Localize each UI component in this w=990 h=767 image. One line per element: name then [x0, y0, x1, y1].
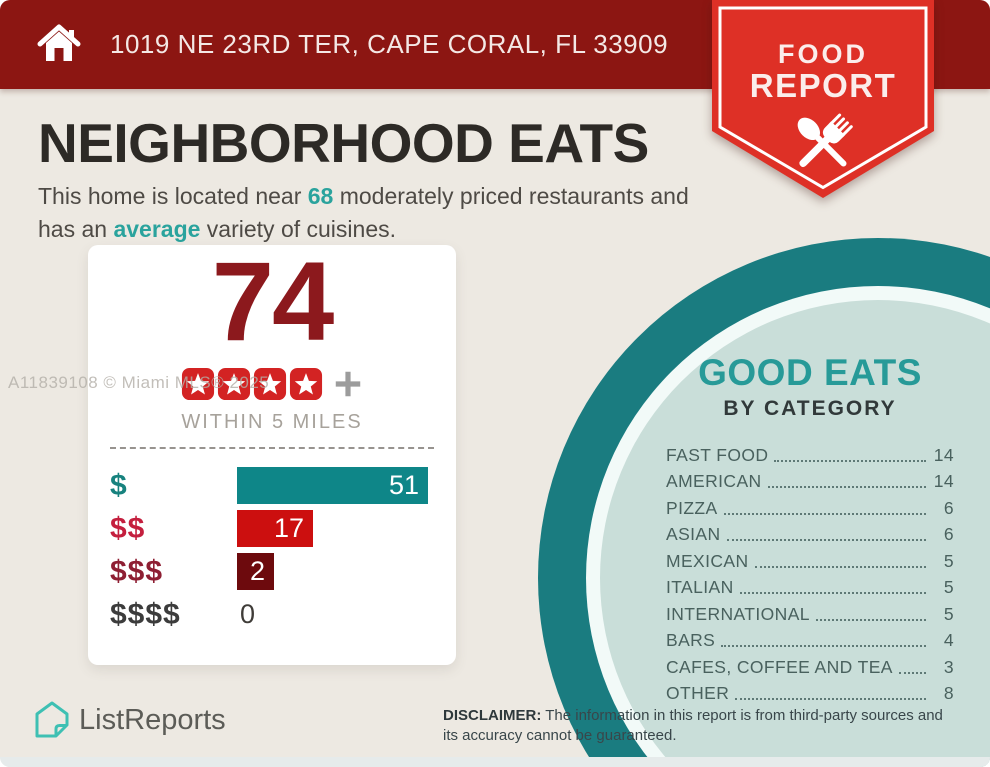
category-value: 5 [943, 550, 954, 571]
dotted-leader [767, 486, 926, 488]
category-row: FAST FOOD 14 [666, 441, 954, 468]
dotted-leader [726, 539, 926, 541]
disclaimer-text: The information in this report is from t… [443, 707, 943, 744]
subtitle-highlight: average [113, 215, 201, 242]
category-row: PIZZA 6 [666, 494, 954, 521]
category-label: MEXICAN [666, 550, 749, 571]
subtitle-text: moderately priced restaurants and [333, 183, 689, 209]
dotted-leader [739, 592, 926, 594]
subtitle: This home is located near 68 moderately … [38, 180, 718, 245]
star-badge-icon [253, 368, 286, 401]
price-tier-label: $$$$ [110, 597, 181, 631]
category-row: ITALIAN 5 [666, 574, 954, 601]
category-value: 4 [943, 630, 954, 650]
star-rating [181, 367, 323, 401]
dashed-divider [110, 447, 434, 450]
price-bar: 51 [237, 467, 428, 505]
price-bar: 17 [237, 510, 313, 548]
home-icon [37, 24, 81, 61]
restaurant-score: 74 [211, 239, 335, 364]
dotted-leader [723, 512, 926, 515]
bottom-edge-strip [0, 757, 990, 767]
star-badge-icon [217, 368, 250, 401]
category-value: 3 [943, 656, 954, 677]
price-row: $$ 17 [110, 507, 432, 550]
category-value: 5 [943, 577, 954, 597]
price-row: $51 [110, 464, 432, 507]
category-label: ITALIAN [666, 577, 734, 597]
dotted-leader [721, 645, 926, 647]
property-address: 1019 NE 23RD TER, CAPE CORAL, FL 33909 [110, 29, 669, 59]
good-eats-panel: GOOD EATS BY CATEGORY FAST FOOD 14 AMERICA… [666, 352, 954, 706]
category-label: FAST FOOD [666, 444, 769, 465]
price-bar-value: 0 [240, 599, 256, 630]
subtitle-text: This home is located near [38, 183, 308, 209]
category-label: OTHER [666, 683, 730, 703]
star-badge-icon [181, 368, 214, 401]
price-tier-label: $$ [110, 511, 146, 545]
dotted-leader [754, 565, 926, 568]
category-label: INTERNATIONAL [666, 603, 810, 624]
listreports-brand: ListReports [34, 700, 226, 740]
category-row: BARS 4 [666, 627, 954, 654]
category-value: 6 [943, 497, 954, 518]
subtitle-text: variety of cuisines. [200, 215, 397, 242]
food-report-badge: FOOD REPORT [712, 0, 934, 198]
category-label: PIZZA [666, 497, 718, 518]
dotted-leader [774, 459, 926, 462]
good-eats-subtitle: BY CATEGORY [723, 397, 897, 420]
good-eats-title: GOOD EATS [698, 352, 922, 393]
price-tier-label: $$$ [110, 554, 164, 588]
category-row: INTERNATIONAL 5 [666, 600, 954, 627]
price-tier-bar-chart: $51 $$ 17 $$$ 2 $$$$ 0 [88, 449, 456, 636]
subtitle-text: has an [38, 215, 114, 242]
dotted-leader [815, 618, 926, 621]
category-value: 8 [943, 683, 954, 703]
restaurant-score-card: 74 WITHIN 5 MILES $51 $$ 17 $$$ 2 $$$$ 0 [88, 239, 456, 665]
price-row: $$$ 2 [110, 550, 432, 593]
category-row: MEXICAN 5 [666, 547, 954, 574]
price-row: $$$$ 0 [110, 593, 432, 636]
disclaimer-label: DISCLAIMER: [443, 707, 542, 724]
crossed-spoon-and-fork-icon [797, 113, 853, 168]
price-bar-value: 2 [249, 556, 265, 587]
category-row: ASIAN 6 [666, 521, 954, 548]
brand-name: ListReports [79, 703, 226, 736]
disclaimer: DISCLAIMER: The information in this repo… [443, 706, 958, 745]
plus-icon [335, 371, 360, 397]
category-row: CAFES, COFFEE AND TEA 3 [666, 653, 954, 680]
mls-watermark: A11839108 © Miami MLS® 2025 [8, 373, 270, 392]
category-label: ASIAN [666, 524, 721, 544]
dotted-leader [898, 671, 926, 674]
radius-label: WITHIN 5 MILES [181, 411, 363, 434]
category-row: OTHER 8 [666, 680, 954, 707]
category-label: CAFES, COFFEE AND TEA [666, 656, 893, 677]
price-bar: 2 [237, 553, 274, 591]
category-value: 6 [943, 524, 954, 544]
category-value: 14 [933, 444, 954, 465]
star-badge-icon [289, 368, 322, 401]
category-value: 14 [933, 471, 954, 491]
dotted-leader [735, 698, 926, 700]
category-row: AMERICAN 14 [666, 468, 954, 495]
price-tier-label: $ [110, 468, 128, 502]
category-value: 5 [943, 603, 954, 624]
ribbon-shape [712, 0, 934, 198]
category-label: BARS [666, 630, 716, 650]
price-bar-value: 51 [388, 470, 419, 501]
price-bar-value: 17 [273, 513, 304, 544]
badge-line1: FOOD [778, 39, 868, 69]
subtitle-highlight: 68 [307, 183, 334, 209]
category-label: AMERICAN [666, 471, 762, 491]
listreports-house-icon [35, 701, 69, 738]
badge-line2: REPORT [750, 67, 897, 104]
category-list: FAST FOOD 14 AMERICAN 14 PIZZA 6 ASIAN 6 MEXICAN… [666, 441, 954, 706]
page-title: NEIGHBORHOOD EATS [38, 112, 649, 174]
stars-row [88, 366, 456, 402]
